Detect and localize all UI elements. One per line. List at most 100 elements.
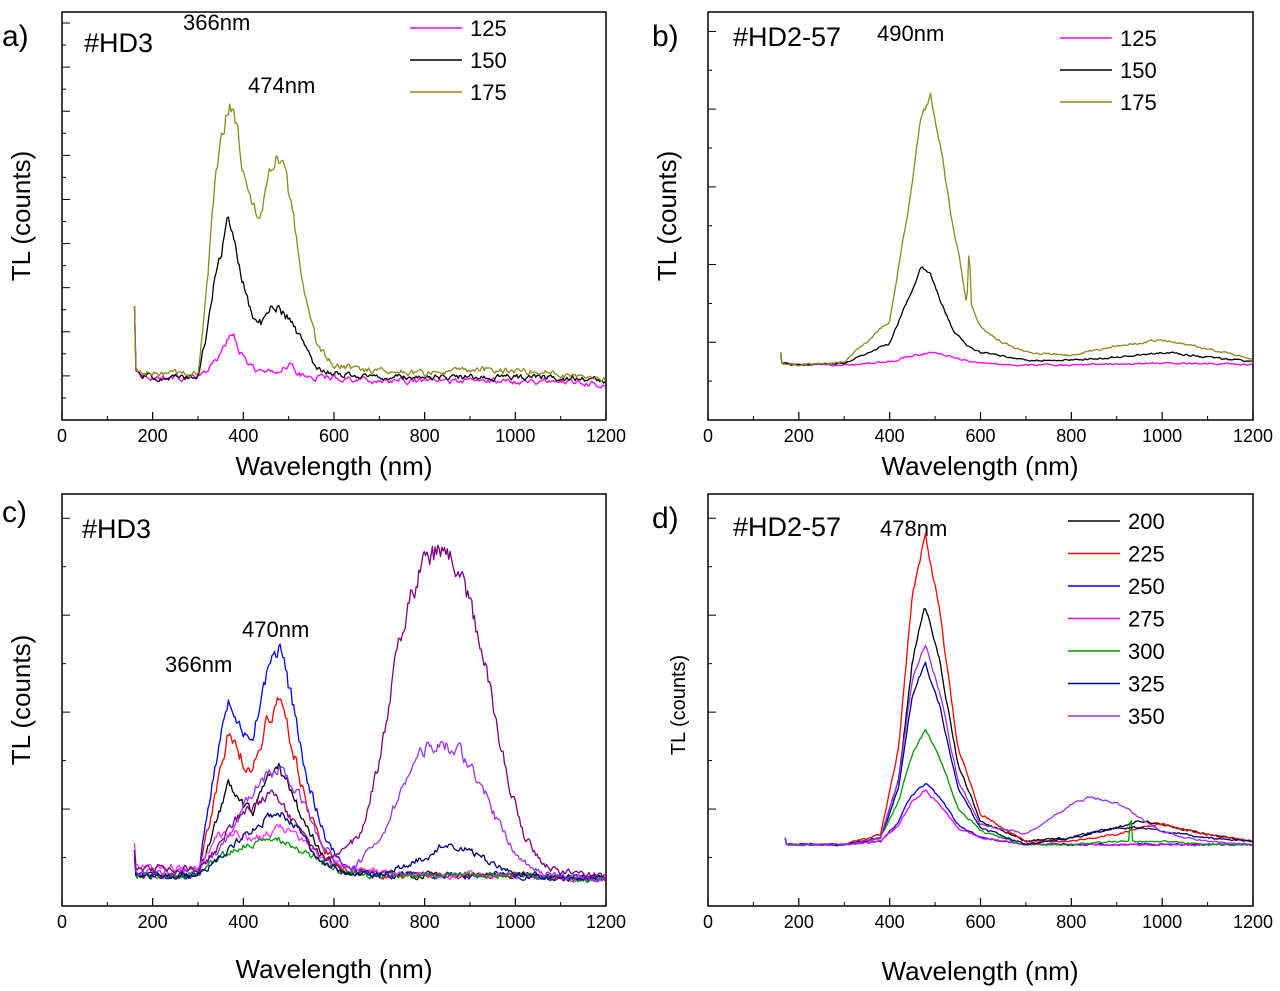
x-tick-label: 200 (138, 912, 168, 932)
legend-label: 175 (1120, 90, 1157, 115)
panel-d-y-ticks (708, 517, 716, 859)
panel-a-peak-label-1: 366nm (183, 10, 250, 35)
panel-d: d) #HD2-57 478nm Wavelength (nm) TL (cou… (652, 493, 1273, 986)
panel-d-peak-label-1: 478nm (880, 516, 947, 541)
series-line-150 (133, 216, 606, 384)
panel-d-y-axis-label: TL (counts) (668, 655, 690, 755)
panel-b-plot-frame (707, 11, 1254, 421)
panel-d-letter: d) (652, 502, 679, 535)
panel-b: b) #HD2-57 490nm Wavelength (nm) TL (cou… (652, 11, 1273, 481)
legend-label: 175 (470, 80, 507, 105)
x-tick-label: 200 (138, 426, 168, 446)
panel-a-y-axis-label: TL (counts) (6, 151, 36, 282)
panel-a-x-axis-label: Wavelength (nm) (236, 451, 433, 481)
panel-c-plot-frame (61, 493, 607, 907)
panel-c-letter: c) (2, 496, 27, 529)
legend-label: 150 (1120, 58, 1157, 83)
legend-label: 125 (1120, 26, 1157, 51)
x-tick-label: 0 (57, 912, 67, 932)
panel-c-sample-label: #HD3 (82, 514, 151, 544)
panel-c-y-ticks (62, 517, 70, 859)
legend-label: 325 (1128, 672, 1165, 697)
x-tick-label: 600 (965, 912, 995, 932)
panel-b-peak-label-1: 490nm (877, 21, 944, 46)
panel-a-y-ticks (62, 22, 70, 399)
panel-a-legend: 125 150 175 (410, 16, 507, 105)
x-tick-label: 1000 (1142, 912, 1182, 932)
legend-label: 200 (1128, 509, 1165, 534)
legend-label: 250 (1128, 574, 1165, 599)
panel-d-sample-label: #HD2-57 (733, 512, 841, 542)
panel-c-series-layer (133, 544, 606, 884)
x-tick-label: 1000 (495, 912, 535, 932)
panel-c-x-axis-label: Wavelength (nm) (236, 954, 433, 984)
panel-b-sample-label: #HD2-57 (733, 22, 841, 52)
x-tick-label: 800 (1056, 426, 1086, 446)
panel-b-x-axis-label: Wavelength (nm) (882, 451, 1079, 481)
x-tick-label: 600 (319, 912, 349, 932)
panel-b-letter: b) (652, 20, 679, 53)
series-line-150 (780, 266, 1253, 366)
panel-a-sample-label: #HD3 (84, 28, 153, 58)
series-line-350 (784, 644, 1253, 847)
panel-a: a) #HD3 366nm 474nm Wavelength (nm) TL (… (2, 10, 626, 481)
x-tick-label: 200 (784, 426, 814, 446)
series-line-125 (780, 351, 1253, 367)
panel-b-series-layer (780, 92, 1253, 367)
series-line-250 (784, 782, 1253, 847)
panel-a-series-layer (133, 103, 606, 389)
x-tick-label: 800 (410, 912, 440, 932)
series-line-200 (784, 608, 1253, 847)
panel-d-x-axis-label: Wavelength (nm) (882, 956, 1079, 986)
x-tick-label: 1000 (1142, 426, 1182, 446)
series-line-175 (133, 103, 606, 382)
series-line-8 (133, 544, 606, 878)
x-tick-label: 600 (319, 426, 349, 446)
series-line-325 (784, 661, 1253, 847)
panel-b-x-ticks: 0 200 400 600 800 1000 1200 (703, 412, 1273, 446)
series-line-125 (133, 306, 606, 389)
panel-d-series-layer (784, 532, 1253, 847)
x-tick-label: 1200 (1233, 912, 1273, 932)
panel-d-x-ticks: 0 200 400 600 800 1000 1200 (703, 898, 1273, 932)
x-tick-label: 400 (875, 912, 905, 932)
panel-b-y-axis-label: TL (counts) (652, 151, 682, 282)
x-tick-label: 400 (228, 912, 258, 932)
x-tick-label: 0 (57, 426, 67, 446)
panel-c-peak-label-2: 470nm (242, 617, 309, 642)
x-tick-label: 600 (965, 426, 995, 446)
x-tick-label: 0 (703, 912, 713, 932)
x-tick-label: 1200 (1233, 426, 1273, 446)
legend-label: 300 (1128, 639, 1165, 664)
series-line-4 (133, 823, 606, 883)
series-line-6 (133, 812, 606, 882)
legend-label: 150 (470, 48, 507, 73)
legend-label: 225 (1128, 542, 1165, 567)
x-tick-label: 0 (703, 426, 713, 446)
panel-c-x-ticks: 0 200 400 600 800 1000 1200 (57, 898, 626, 932)
panel-b-legend: 125 150 175 (1060, 26, 1157, 115)
panel-b-y-ticks (708, 30, 716, 382)
series-line-3 (133, 643, 606, 883)
x-tick-label: 800 (410, 426, 440, 446)
panel-d-legend: 200 225 250 275 300 325 350 (1068, 509, 1165, 729)
panel-a-letter: a) (2, 20, 29, 53)
panel-c: c) #HD3 366nm 470nm Wavelength (nm) TL (… (2, 493, 626, 984)
series-line-175 (780, 92, 1253, 367)
legend-label: 125 (470, 16, 507, 41)
x-tick-label: 800 (1056, 912, 1086, 932)
panel-a-x-ticks: 0 200 400 600 800 1000 1200 (57, 412, 626, 446)
panel-c-y-axis-label: TL (counts) (6, 635, 36, 766)
legend-label: 275 (1128, 607, 1165, 632)
x-tick-label: 1200 (586, 426, 626, 446)
x-tick-label: 400 (875, 426, 905, 446)
x-tick-label: 200 (784, 912, 814, 932)
series-line-225 (784, 532, 1253, 847)
legend-label: 350 (1128, 704, 1165, 729)
panel-c-peak-label-1: 366nm (165, 652, 232, 677)
panel-a-plot-frame (61, 11, 607, 421)
x-tick-label: 1200 (586, 912, 626, 932)
x-tick-label: 400 (228, 426, 258, 446)
series-line-7 (133, 740, 606, 883)
